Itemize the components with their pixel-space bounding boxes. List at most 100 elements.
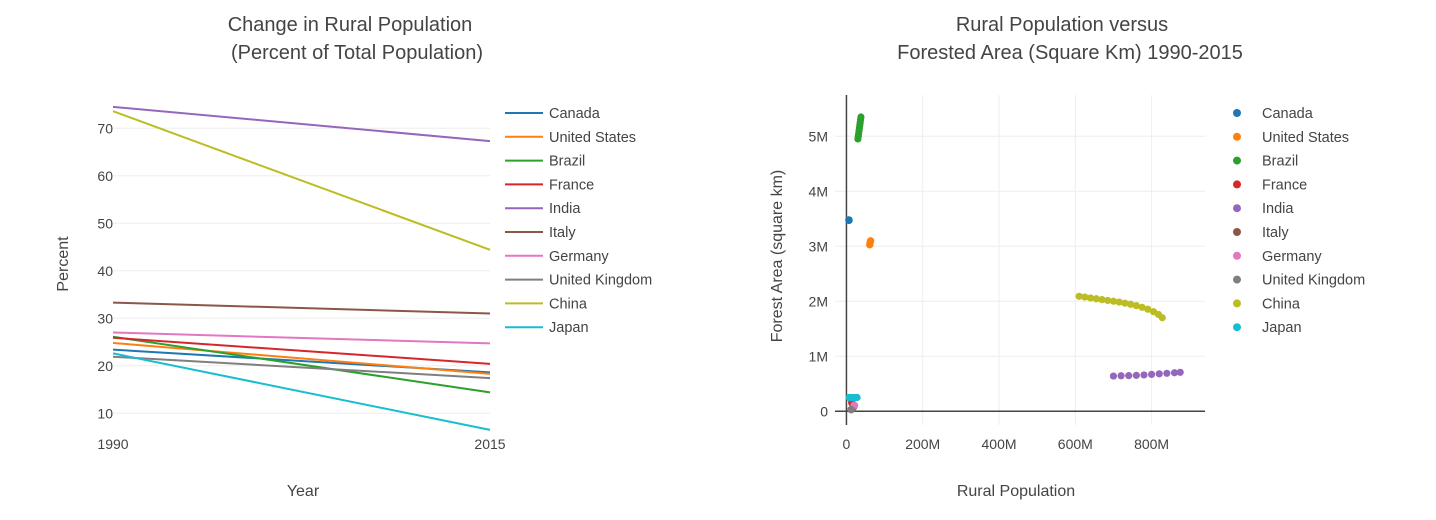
legend-item[interactable]: Germany (505, 249, 609, 265)
series-india (1109, 368, 1184, 380)
legend-swatch (1233, 323, 1241, 332)
legend-item[interactable]: France (505, 177, 594, 193)
data-point (1132, 371, 1140, 379)
y-tick-label: 3M (809, 238, 828, 254)
data-point (1127, 300, 1135, 308)
legend-item[interactable]: Italy (505, 225, 576, 241)
legend-item[interactable]: Germany (1233, 249, 1322, 265)
data-point (1140, 371, 1148, 379)
legend-label: France (549, 177, 594, 193)
legend-item[interactable]: United States (1233, 130, 1349, 146)
data-point (1163, 369, 1171, 377)
legend-item[interactable]: China (505, 296, 588, 312)
legend-swatch (1233, 204, 1241, 213)
series-line-japan (112, 352, 491, 431)
legend-label: Japan (1262, 320, 1302, 336)
y-tick-label: 1M (809, 348, 828, 364)
data-point (1104, 296, 1112, 305)
legend-item[interactable]: Canada (505, 106, 601, 122)
data-point (1081, 293, 1089, 301)
legend-swatch (1233, 109, 1241, 117)
data-point (1125, 372, 1133, 380)
data-point (845, 394, 853, 402)
data-point (1117, 372, 1125, 380)
y-tick-label: 30 (97, 310, 113, 326)
data-point (854, 135, 862, 143)
legend-label: United States (549, 130, 636, 146)
x-tick-label: 2015 (474, 436, 505, 452)
legend-label: Japan (549, 320, 589, 336)
legend: Canada United States Brazil France India Ital… (1233, 106, 1365, 336)
line-chart: 10 20 30 40 50 60 70 1990 2015 Change in Rural Po… (55, 14, 652, 500)
x-tick-label: 800M (1134, 436, 1169, 452)
y-tick-label: 60 (97, 168, 113, 184)
legend-swatch (1233, 275, 1241, 284)
y-tick-label: 2M (809, 293, 828, 309)
legend-item[interactable]: Canada (1233, 106, 1314, 122)
data-point (1109, 372, 1118, 380)
legend-label: Brazil (1262, 154, 1298, 170)
data-point (1121, 299, 1129, 307)
legend-item[interactable]: Brazil (1233, 154, 1298, 170)
chart-title: Rural Population versus (956, 14, 1168, 36)
data-point (1144, 305, 1152, 313)
chart-title: Change in Rural Population (228, 14, 473, 36)
data-point (1092, 295, 1100, 303)
series-line-china (112, 110, 491, 251)
scatter-chart: 0 200M 400M 600M 800M 0 1M 2M 3M 4M 5M Rural Popula… (769, 14, 1365, 500)
legend-item[interactable]: Japan (505, 320, 589, 336)
series-line-united-kingdom (112, 355, 491, 380)
legend-item[interactable]: India (505, 201, 581, 217)
legend-label: Germany (1262, 249, 1322, 265)
x-tick-label: 0 (843, 436, 851, 452)
data-point (1176, 368, 1184, 376)
legend-label: Canada (549, 106, 601, 122)
legend-label: India (549, 201, 581, 217)
legend-label: United Kingdom (1262, 273, 1365, 289)
series-united-states (866, 237, 875, 249)
data-point (1086, 294, 1095, 302)
legend: Canada United States Brazil France India Ital… (505, 106, 652, 336)
y-tick-label: 50 (97, 215, 113, 231)
y-tick-label: 20 (97, 358, 113, 374)
legend-item[interactable]: Japan (1233, 320, 1302, 336)
y-tick-label: 40 (97, 263, 113, 279)
legend-item[interactable]: United States (505, 130, 636, 146)
data-point (1115, 298, 1123, 306)
data-point (1158, 314, 1166, 322)
legend-swatch (1233, 251, 1241, 260)
legend-item[interactable]: France (1233, 177, 1307, 193)
series-line-germany (112, 331, 491, 345)
legend-item[interactable]: India (1233, 201, 1294, 217)
data-point (1109, 297, 1118, 305)
series-line-italy (112, 301, 491, 315)
legend-item[interactable]: China (1233, 296, 1301, 312)
series-united-kingdom (847, 405, 855, 414)
y-tick-label: 10 (97, 405, 113, 421)
data-point (1138, 303, 1146, 311)
legend-item[interactable]: Italy (1233, 225, 1289, 241)
legend-label: India (1262, 201, 1294, 217)
legend-label: United States (1262, 130, 1349, 146)
series-line-united-states (112, 341, 491, 375)
data-point (1170, 369, 1179, 377)
y-axis-title: Percent (55, 236, 72, 292)
legend-label: Canada (1262, 106, 1314, 122)
legend-item[interactable]: United Kingdom (505, 273, 652, 289)
legend-item[interactable]: United Kingdom (1233, 273, 1365, 289)
legend-swatch (1233, 156, 1241, 165)
data-point (1147, 370, 1156, 378)
x-tick-label: 400M (982, 436, 1017, 452)
y-tick-label: 4M (809, 183, 828, 199)
legend-item[interactable]: Brazil (505, 154, 585, 170)
legend-swatch (1233, 299, 1241, 308)
legend-swatch (1233, 132, 1241, 141)
x-axis-title: Year (287, 483, 320, 500)
data-point (1075, 292, 1083, 300)
x-tick-label: 600M (1058, 436, 1093, 452)
legend-swatch (1233, 228, 1241, 236)
chart-subtitle: Forested Area (Square Km) 1990-2015 (897, 42, 1243, 64)
series-line-france (112, 336, 491, 365)
legend-label: Italy (549, 225, 576, 241)
